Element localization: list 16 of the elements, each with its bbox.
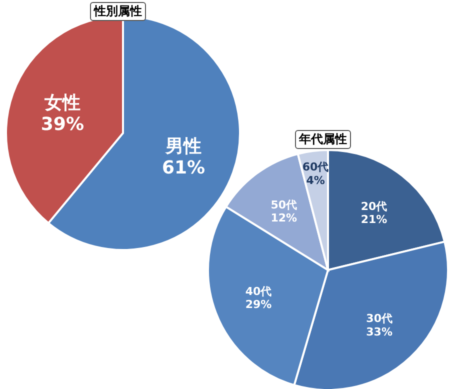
slice-label: 30代 (366, 312, 392, 326)
slice-label: 60代 (302, 160, 329, 174)
data-label: 61% (162, 158, 206, 179)
slice-label: 40代 (245, 284, 272, 298)
data-label: 21% (360, 213, 388, 226)
data-label: 4% (306, 174, 325, 187)
data-label: 33% (366, 325, 393, 338)
chart-title: 性別属性 (90, 2, 146, 21)
slice-label: 女性 (43, 92, 80, 114)
data-label: 29% (245, 298, 272, 312)
slice-label: 20代 (360, 200, 388, 213)
slice-label: 50代 (270, 198, 298, 212)
data-label: 39% (40, 114, 84, 136)
slice-label: 男性 (164, 136, 202, 158)
data-label: 12% (270, 212, 298, 225)
chart-title: 年代属性 (295, 130, 351, 149)
